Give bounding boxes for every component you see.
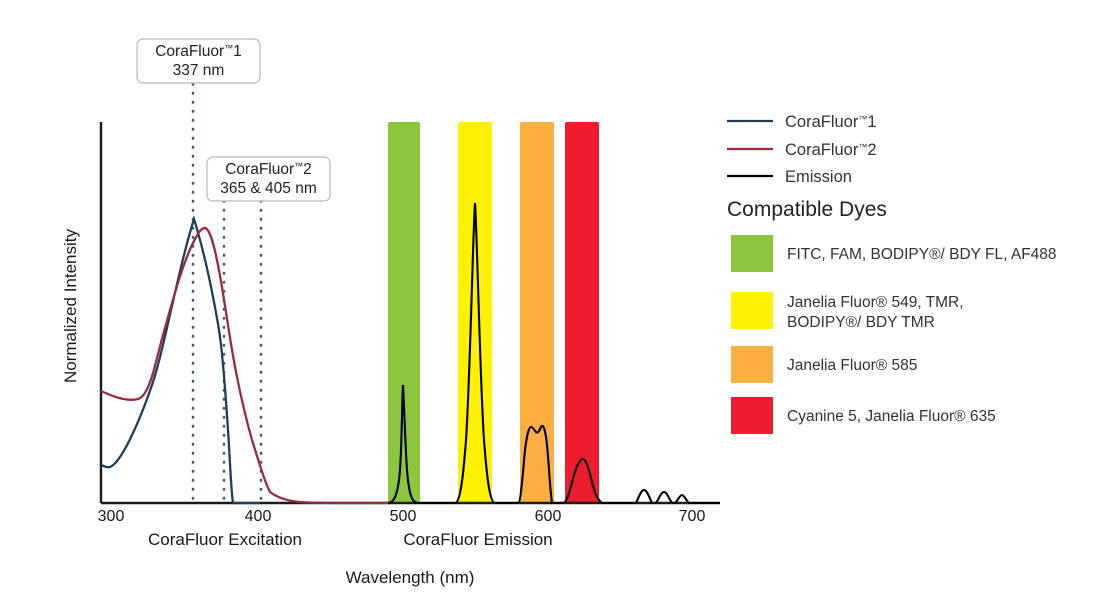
svg-text:365 & 405 nm: 365 & 405 nm [220, 180, 317, 197]
svg-text:CoraFluor™1: CoraFluor™1 [785, 113, 877, 131]
svg-text:CoraFluor Excitation: CoraFluor Excitation [148, 530, 302, 549]
svg-text:500: 500 [390, 508, 417, 525]
svg-text:700: 700 [679, 508, 706, 525]
svg-text:Janelia Fluor® 585: Janelia Fluor® 585 [787, 357, 917, 374]
svg-text:300: 300 [98, 508, 125, 525]
svg-text:Janelia Fluor® 549, TMR,: Janelia Fluor® 549, TMR, [787, 294, 964, 311]
svg-text:Normalized Intensity: Normalized Intensity [61, 229, 80, 384]
svg-text:BODIPY®/ BDY TMR: BODIPY®/ BDY TMR [787, 314, 935, 331]
svg-text:FITC, FAM, BODIPY®/ BDY FL, AF: FITC, FAM, BODIPY®/ BDY FL, AF488 [787, 246, 1057, 263]
svg-text:600: 600 [535, 508, 562, 525]
svg-text:Emission: Emission [785, 168, 852, 186]
svg-text:400: 400 [245, 508, 272, 525]
svg-text:Wavelength (nm): Wavelength (nm) [346, 568, 475, 587]
svg-text:Compatible Dyes: Compatible Dyes [727, 198, 887, 221]
svg-text:Cyanine 5, Janelia Fluor® 635: Cyanine 5, Janelia Fluor® 635 [787, 408, 996, 425]
svg-text:337 nm: 337 nm [173, 62, 225, 79]
svg-text:CoraFluor™2: CoraFluor™2 [785, 141, 877, 159]
svg-text:CoraFluor Emission: CoraFluor Emission [403, 530, 552, 549]
